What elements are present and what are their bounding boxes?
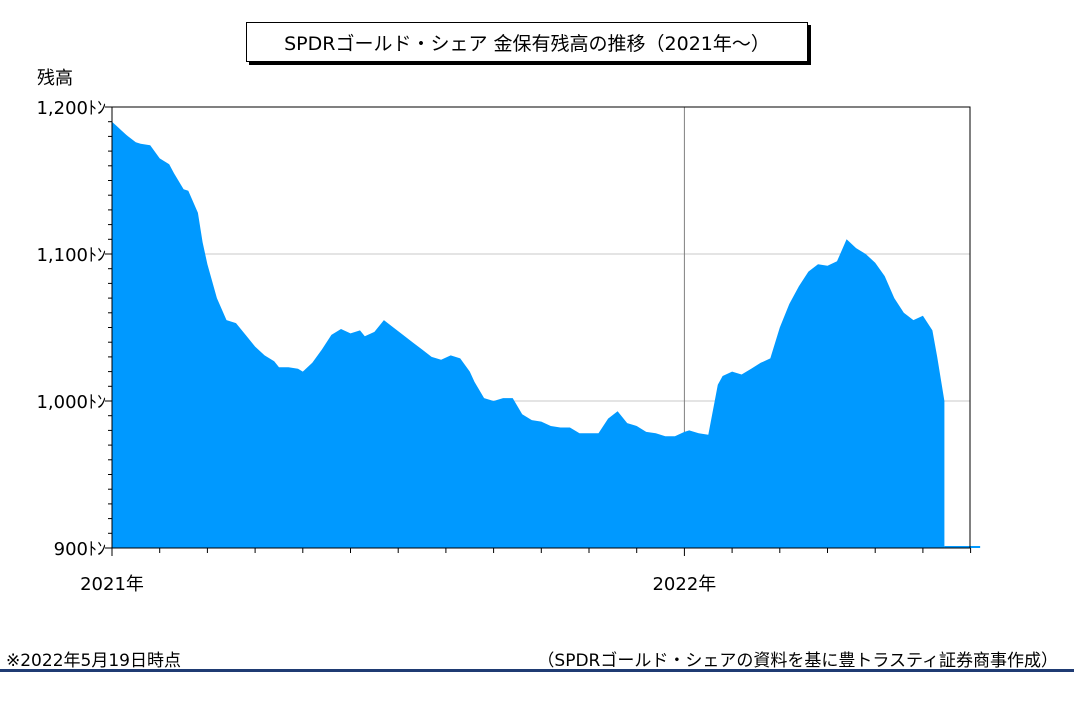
tick-labels: 900ﾄﾝ 1,000ﾄﾝ 1,100ﾄﾝ 1,200ﾄﾝ 2021年 2022年	[36, 98, 716, 595]
y-axis-label: 残高	[37, 68, 73, 89]
x-tick-label: 2021年	[80, 574, 144, 595]
bottom-rule	[0, 669, 1074, 672]
chart-title: SPDRゴールド・シェア 金保有残高の推移（2021年〜）	[246, 22, 808, 62]
chart: 残高 900ﾄﾝ 1,000ﾄﾝ 1,100ﾄﾝ 1,200ﾄﾝ 2021年 2022年	[36, 68, 981, 595]
x-tick-label: 2022年	[652, 574, 716, 595]
footnote: ※2022年5月19日時点	[6, 651, 181, 671]
source-note: （SPDRゴールド・シェアの資料を基に豊トラスティ証券商事作成）	[537, 651, 1058, 671]
axes	[105, 106, 972, 556]
y-tick-label: 900ﾄﾝ	[54, 539, 106, 560]
area-fill	[112, 121, 945, 548]
area-series	[112, 121, 981, 548]
y-tick-label: 1,200ﾄﾝ	[36, 98, 106, 119]
y-tick-label: 1,100ﾄﾝ	[36, 245, 106, 266]
y-tick-label: 1,000ﾄﾝ	[36, 392, 106, 413]
